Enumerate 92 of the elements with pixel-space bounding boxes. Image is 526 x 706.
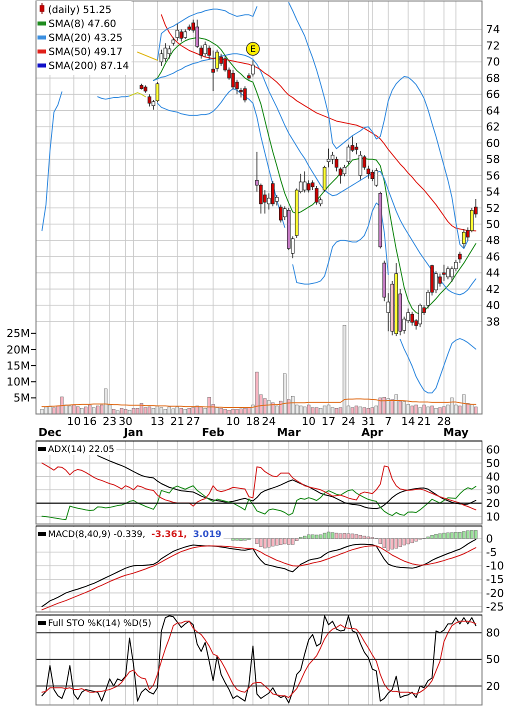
bar	[362, 536, 366, 539]
bar	[263, 538, 267, 548]
bar	[450, 532, 454, 539]
bar	[430, 535, 434, 539]
y-tick-label: 52	[486, 202, 500, 215]
y-tick-label: 10	[486, 510, 500, 524]
bar	[402, 538, 406, 546]
y-tick-label: 62	[486, 120, 500, 134]
bar	[330, 532, 334, 539]
bar	[302, 536, 306, 539]
y-tick-label: 42	[486, 282, 500, 296]
y-tick-label: 72	[486, 39, 500, 52]
y-tick-label: 66	[486, 88, 500, 102]
bar	[382, 538, 386, 548]
line-series	[41, 485, 476, 520]
y-tick-label: 40	[486, 299, 500, 312]
bar	[410, 538, 414, 544]
bar	[446, 532, 450, 539]
legend-label: Full STO %K(14) %D(5)	[48, 619, 152, 629]
y-tick-label: 50	[486, 653, 500, 666]
bar	[291, 538, 294, 545]
y-tick-label: 68	[486, 72, 500, 85]
bar	[334, 532, 338, 539]
bar	[474, 530, 478, 539]
bar	[398, 538, 402, 547]
y-tick-label: 50	[486, 456, 500, 470]
bar	[275, 538, 279, 546]
bar	[470, 530, 474, 539]
bar	[414, 538, 418, 542]
y-tick-label: 20	[486, 680, 500, 693]
y-tick-label: -15	[486, 573, 504, 586]
y-tick-label: -10	[486, 560, 504, 573]
bar	[239, 538, 243, 541]
legend-label: MACD(8,40,9) -0.339,	[48, 530, 146, 540]
y-tick-label: 60	[486, 136, 500, 150]
bar	[406, 538, 410, 544]
line-series	[41, 462, 476, 510]
bar	[434, 534, 438, 539]
y-tick-label: 40	[486, 470, 500, 484]
y-tick-label: 0	[486, 532, 493, 546]
bar	[394, 538, 398, 549]
bar	[255, 538, 259, 544]
bar	[295, 538, 298, 541]
bar	[466, 530, 470, 539]
bar	[259, 538, 263, 547]
bar	[338, 533, 342, 539]
y-tick-label: 74	[486, 23, 500, 36]
bar	[287, 538, 290, 545]
bar	[314, 534, 318, 539]
bar	[378, 538, 382, 544]
series-label: -3.361,	[151, 530, 187, 540]
bar	[474, 406, 478, 414]
bar	[326, 532, 330, 539]
y-tick-label: 56	[486, 169, 500, 182]
y-tick-label: 44	[486, 266, 500, 280]
y-tick-label: 58	[486, 153, 500, 166]
annotation: 3.019	[193, 530, 222, 540]
y-tick-label: 60	[486, 444, 500, 457]
y-tick-label: -25	[486, 600, 504, 614]
bar	[442, 532, 446, 539]
bar	[358, 535, 362, 539]
y-tick-label: -20	[486, 586, 504, 600]
bar	[454, 532, 458, 539]
bar	[390, 538, 394, 550]
legend-label: ADX(14) 22.05	[48, 445, 114, 455]
y-tick-label: 64	[486, 104, 500, 118]
bar	[318, 534, 322, 539]
y-tick-label: 46	[486, 250, 500, 264]
bar	[342, 533, 346, 539]
bar	[386, 538, 390, 550]
bar	[306, 534, 310, 539]
bar	[438, 533, 442, 539]
bar	[346, 533, 350, 539]
bar	[283, 538, 286, 544]
bar	[267, 538, 271, 548]
bar	[279, 538, 282, 545]
bar	[350, 534, 354, 539]
bar	[458, 532, 462, 539]
y-tick-label: 38	[486, 315, 500, 328]
y-tick-label: 80	[486, 626, 500, 640]
y-tick-label: 30	[486, 484, 500, 497]
y-tick-label: 54	[486, 186, 500, 199]
bar	[271, 538, 275, 546]
bar	[310, 534, 314, 539]
y-tick-label: 50	[486, 218, 500, 231]
y-tick-label: 20	[486, 497, 500, 510]
bar	[354, 534, 358, 539]
y-tick-label: 48	[486, 234, 500, 248]
y-tick-label: 70	[486, 56, 500, 69]
bar	[462, 531, 466, 539]
y-tick-label: -5	[486, 546, 497, 559]
bar	[322, 532, 326, 539]
